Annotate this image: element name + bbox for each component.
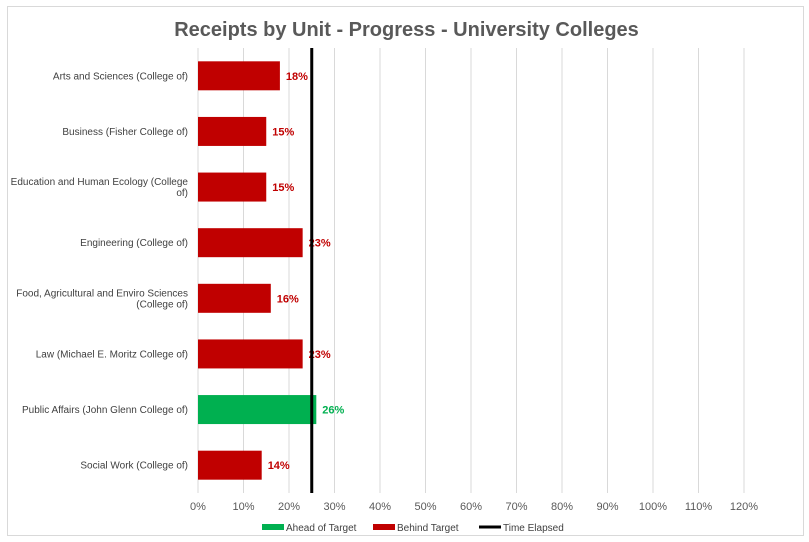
bar [198,339,303,369]
bar [198,172,267,202]
value-label: 23% [309,349,331,361]
chart-frame: Receipts by Unit - Progress - University… [7,6,804,536]
x-tick-label: 110% [685,501,713,513]
value-label: 15% [272,182,294,194]
x-tick-label: 50% [414,501,436,513]
value-label: 16% [277,293,299,305]
bar [198,116,267,146]
x-tick-label: 20% [278,501,300,513]
chart-title: Receipts by Unit - Progress - University… [174,19,639,41]
value-label: 26% [322,405,344,417]
x-tick-label: 0% [190,501,206,513]
x-tick-label: 120% [730,501,758,513]
x-tick-label: 10% [232,501,254,513]
bar [198,450,262,480]
legend-label: Behind Target [397,523,459,534]
category-label: Law (Michael E. Moritz College of) [36,349,188,360]
category-label: Engineering (College of) [80,238,188,249]
x-tick-label: 100% [639,501,667,513]
category-label-line: (College of) [136,299,188,310]
x-tick-label: 70% [505,501,527,513]
category-label: Arts and Sciences (College of) [53,71,188,82]
category-label-line: Social Work (College of) [80,461,188,472]
x-tick-label: 40% [369,501,391,513]
x-tick-label: 80% [551,501,573,513]
legend-swatch [262,524,284,530]
bar [198,395,317,425]
category-label-line: Public Affairs (John Glenn College of) [22,405,188,416]
category-label-line: Law (Michael E. Moritz College of) [36,349,188,360]
bar [198,228,303,258]
category-label-line: Engineering (College of) [80,238,188,249]
legend-label: Time Elapsed [503,523,564,534]
category-label: Social Work (College of) [80,461,188,472]
legend-label: Ahead of Target [286,523,357,534]
value-label: 18% [286,71,308,83]
value-label: 23% [309,238,331,250]
category-label-line: Business (Fisher College of) [62,127,188,138]
category-label: Food, Agricultural and Enviro Sciences (C… [16,288,188,310]
x-tick-label: 90% [596,501,618,513]
x-tick-label: 30% [323,501,345,513]
legend-swatch [373,524,395,530]
category-label-line: Education and Human Ecology (College [11,177,189,188]
x-tick-label: 60% [460,501,482,513]
category-label-line: Food, Agricultural and Enviro Sciences [16,288,188,299]
category-label-line: of) [176,188,188,199]
category-label: Business (Fisher College of) [62,127,188,138]
category-label-line: Arts and Sciences (College of) [53,71,188,82]
bar [198,61,280,91]
bar [198,283,271,313]
category-label: Public Affairs (John Glenn College of) [22,405,188,416]
value-label: 15% [272,126,294,138]
value-label: 14% [268,460,290,472]
category-label: Education and Human Ecology (College of) [11,177,189,199]
